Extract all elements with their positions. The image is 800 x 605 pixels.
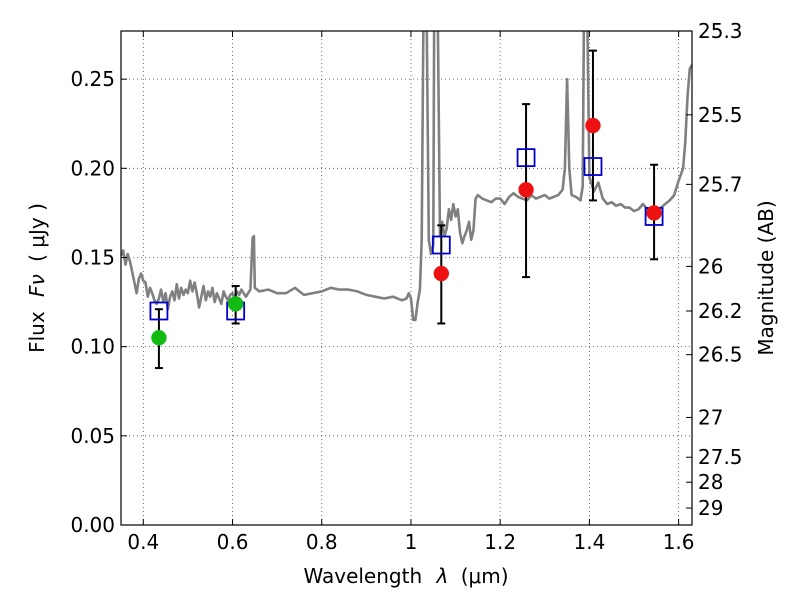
y2-tick-label: 27.5 bbox=[698, 445, 743, 469]
x-tick-label: 0.8 bbox=[306, 530, 338, 554]
observed-point-circle bbox=[433, 265, 450, 282]
model-point-square bbox=[516, 148, 536, 168]
tick-labels: 0.4 0.6 0.8 1 1.2 1.4 1.6 0.00 0.05 0.10 0.15 0.20 0… bbox=[70, 19, 742, 554]
model-point-square bbox=[431, 235, 451, 255]
y-tick-label: 0.00 bbox=[70, 513, 115, 537]
y2-tick-label: 26 bbox=[698, 254, 723, 278]
y-tick-label: 0.05 bbox=[70, 424, 115, 448]
plot-background bbox=[121, 31, 692, 525]
y-axis-label: Flux Fν ( μJy ) bbox=[25, 203, 49, 353]
x-tick-label: 1 bbox=[405, 530, 418, 554]
y2-tick-label: 26.2 bbox=[698, 299, 743, 323]
x-tick-label: 1.2 bbox=[484, 530, 516, 554]
y2-tick-label: 27 bbox=[698, 405, 723, 429]
y-tick-label: 0.15 bbox=[70, 245, 115, 269]
observed-point-circle bbox=[518, 181, 534, 198]
y2-tick-label: 29 bbox=[698, 496, 723, 520]
plot-frame bbox=[120, 30, 693, 526]
y-tick-label: 0.25 bbox=[70, 67, 115, 91]
observed-point-circle bbox=[585, 117, 601, 134]
y-tick-label: 0.20 bbox=[70, 156, 115, 180]
model-point-square bbox=[583, 157, 603, 176]
model-point-square bbox=[149, 301, 169, 321]
observed-point-circle bbox=[227, 296, 244, 312]
y2-tick-label: 28 bbox=[698, 470, 723, 494]
x-tick-label: 1.4 bbox=[573, 530, 605, 554]
y2-tick-label: 25.7 bbox=[698, 172, 743, 196]
x-axis-label: Wavelength λ (μm) bbox=[303, 564, 508, 588]
y2-tick-label: 26.5 bbox=[698, 343, 743, 367]
x-tick-label: 1.6 bbox=[663, 530, 695, 554]
x-tick-label: 0.6 bbox=[217, 530, 249, 554]
ticks bbox=[121, 30, 692, 526]
observed-point-circle bbox=[646, 205, 662, 221]
observed-point-circle bbox=[151, 329, 167, 346]
data-layer bbox=[121, 31, 692, 370]
y2-tick-label: 25.5 bbox=[698, 103, 743, 127]
y-tick-label: 0.10 bbox=[70, 335, 115, 359]
x-tick-label: 0.4 bbox=[127, 530, 159, 554]
spectrum-line bbox=[121, 31, 692, 322]
y2-axis-label: Magnitude (AB) bbox=[754, 200, 778, 355]
y2-tick-label: 25.3 bbox=[698, 19, 743, 43]
